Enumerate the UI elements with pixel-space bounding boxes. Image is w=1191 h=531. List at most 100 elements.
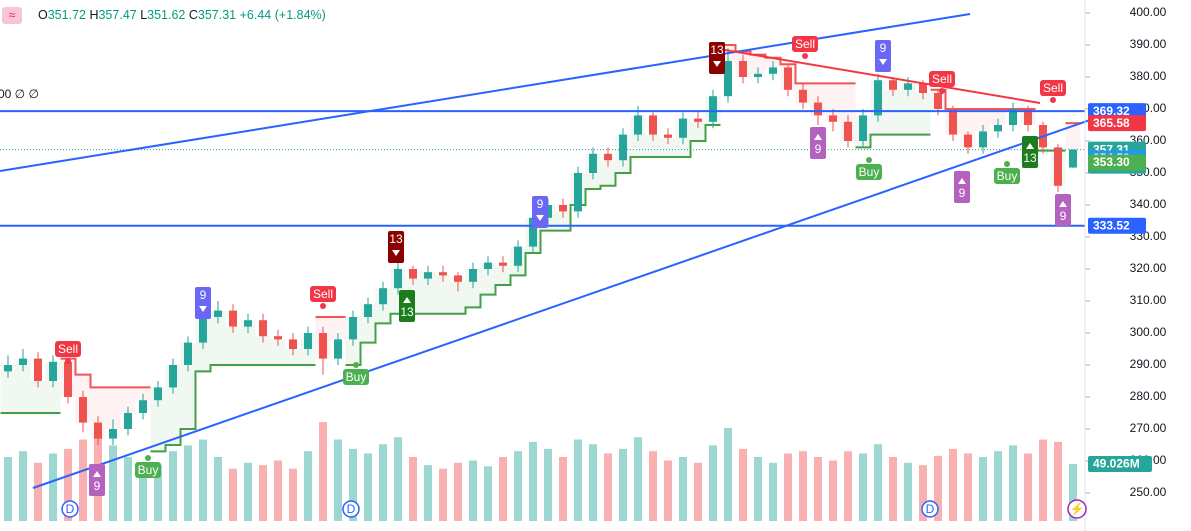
volume-bar <box>724 427 732 521</box>
candle-body <box>349 317 357 340</box>
volume-bar <box>919 465 927 521</box>
signal-box <box>856 164 882 180</box>
signal-dot <box>802 53 808 59</box>
supertrend-fill <box>660 137 676 157</box>
event-marker[interactable] <box>61 500 79 518</box>
trend-line <box>32 119 1091 489</box>
supertrend-fill <box>885 89 901 135</box>
supertrend-fill <box>750 54 766 74</box>
candle-body <box>499 262 507 266</box>
count-arrow <box>713 61 721 67</box>
candle-body <box>1009 109 1017 125</box>
count-arrow <box>93 471 101 477</box>
count-box <box>1055 194 1071 226</box>
volume-bar <box>664 460 672 521</box>
signal-box <box>135 462 161 478</box>
supertrend-fill <box>225 326 241 365</box>
volume-bar <box>409 457 417 521</box>
supertrend-fill <box>255 336 271 365</box>
candle-body <box>874 80 882 116</box>
volume-bar <box>1039 439 1047 521</box>
candle-body <box>1054 147 1062 186</box>
candle-body <box>514 246 522 266</box>
volume-bar <box>169 451 177 521</box>
supertrend-fill <box>480 262 496 295</box>
candle-body <box>394 269 402 289</box>
price-label-box <box>1088 154 1146 171</box>
volume-bar <box>289 468 297 521</box>
alert-marker[interactable] <box>1067 499 1087 519</box>
supertrend-fill <box>975 109 991 132</box>
count-box <box>954 171 970 203</box>
candle-body <box>949 109 957 135</box>
candle-body <box>244 320 252 327</box>
volume-bar <box>394 437 402 521</box>
count-label: 9 <box>537 197 544 211</box>
signal-dot <box>1004 161 1010 167</box>
volume-bar <box>859 453 867 521</box>
count-box <box>388 231 404 263</box>
candle-body <box>379 288 387 305</box>
event-marker[interactable] <box>921 500 939 518</box>
volume-bar <box>829 460 837 521</box>
signal-dot <box>320 303 326 309</box>
supertrend-fill <box>990 109 1006 125</box>
supertrend-fill <box>120 387 136 413</box>
supertrend-line <box>150 364 316 453</box>
volume-bar <box>499 457 507 521</box>
supertrend-fill <box>105 387 121 429</box>
supertrend-fill <box>330 317 346 340</box>
count-label: 13 <box>389 232 403 246</box>
candle-body <box>304 333 312 349</box>
indicator-icon-glyph: ≈ <box>9 8 16 22</box>
event-marker[interactable] <box>342 500 360 518</box>
candle-body <box>169 365 177 388</box>
count-arrow <box>1059 201 1067 207</box>
signal-box <box>55 341 81 357</box>
volume-bar <box>484 466 492 521</box>
signal-label: Sell <box>795 37 815 51</box>
volume-bar <box>49 453 57 521</box>
volume-bar <box>994 451 1002 521</box>
signal-box <box>792 36 818 52</box>
volume-bar <box>109 445 117 521</box>
volume-label-box <box>1088 455 1152 472</box>
y-tick-label: 380.00 <box>1130 69 1167 83</box>
candle-body <box>979 131 987 148</box>
volume-bar <box>934 455 942 521</box>
volume-bar <box>64 448 72 521</box>
indicator-icon[interactable] <box>2 7 22 24</box>
open-value: 351.72 <box>48 8 86 22</box>
candle-body <box>754 73 762 77</box>
volume-bar <box>454 462 462 521</box>
high-value: 357.47 <box>98 8 136 22</box>
volume-bar <box>784 453 792 521</box>
supertrend-fill <box>900 83 916 135</box>
count-box <box>89 464 105 496</box>
close-value: 357.31 <box>198 8 236 22</box>
volume-bar <box>469 460 477 521</box>
supertrend-fill <box>150 387 166 452</box>
volume-bar <box>694 462 702 521</box>
candle-body <box>904 83 912 90</box>
candle-body <box>364 304 372 317</box>
volume-bar <box>259 465 267 521</box>
candle-body <box>529 217 537 247</box>
supertrend-fill <box>645 134 661 157</box>
volume-bar <box>559 457 567 521</box>
y-tick-label: 390.00 <box>1130 37 1167 51</box>
volume-bar <box>124 457 132 521</box>
candle-body <box>829 115 837 122</box>
volume-bar <box>1009 445 1017 521</box>
volume-bar <box>604 453 612 521</box>
count-arrow <box>392 250 400 256</box>
candle-body <box>694 118 702 122</box>
signal-label: Buy <box>859 165 880 179</box>
volume-bar <box>844 451 852 521</box>
volume-bar <box>679 457 687 521</box>
candle-body <box>439 272 447 276</box>
volume-bar <box>769 462 777 521</box>
candle-body <box>1069 149 1077 168</box>
volume-bar <box>34 462 42 521</box>
candle-body <box>769 67 777 74</box>
